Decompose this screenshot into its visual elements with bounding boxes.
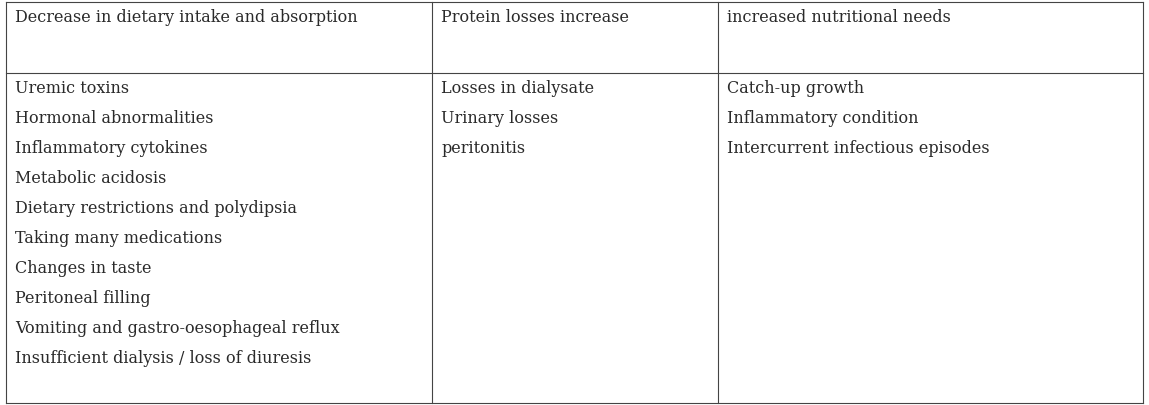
Text: Inflammatory cytokines: Inflammatory cytokines	[15, 140, 208, 157]
Text: Dietary restrictions and polydipsia: Dietary restrictions and polydipsia	[15, 200, 296, 217]
Text: Uremic toxins: Uremic toxins	[15, 80, 129, 97]
Text: increased nutritional needs: increased nutritional needs	[727, 9, 951, 26]
Text: Intercurrent infectious episodes: Intercurrent infectious episodes	[727, 140, 990, 157]
Text: Inflammatory condition: Inflammatory condition	[727, 110, 919, 127]
Text: Urinary losses: Urinary losses	[441, 110, 558, 127]
Text: Decrease in dietary intake and absorption: Decrease in dietary intake and absorptio…	[15, 9, 357, 26]
Text: Changes in taste: Changes in taste	[15, 260, 152, 277]
Text: Insufficient dialysis / loss of diuresis: Insufficient dialysis / loss of diuresis	[15, 350, 311, 367]
Text: Metabolic acidosis: Metabolic acidosis	[15, 170, 167, 187]
Text: peritonitis: peritonitis	[441, 140, 525, 157]
Text: Catch-up growth: Catch-up growth	[727, 80, 864, 97]
Text: Vomiting and gastro-oesophageal reflux: Vomiting and gastro-oesophageal reflux	[15, 320, 340, 337]
Text: Protein losses increase: Protein losses increase	[441, 9, 630, 26]
Text: Hormonal abnormalities: Hormonal abnormalities	[15, 110, 214, 127]
Text: Taking many medications: Taking many medications	[15, 230, 222, 247]
Text: Peritoneal filling: Peritoneal filling	[15, 290, 151, 307]
Text: Losses in dialysate: Losses in dialysate	[441, 80, 594, 97]
